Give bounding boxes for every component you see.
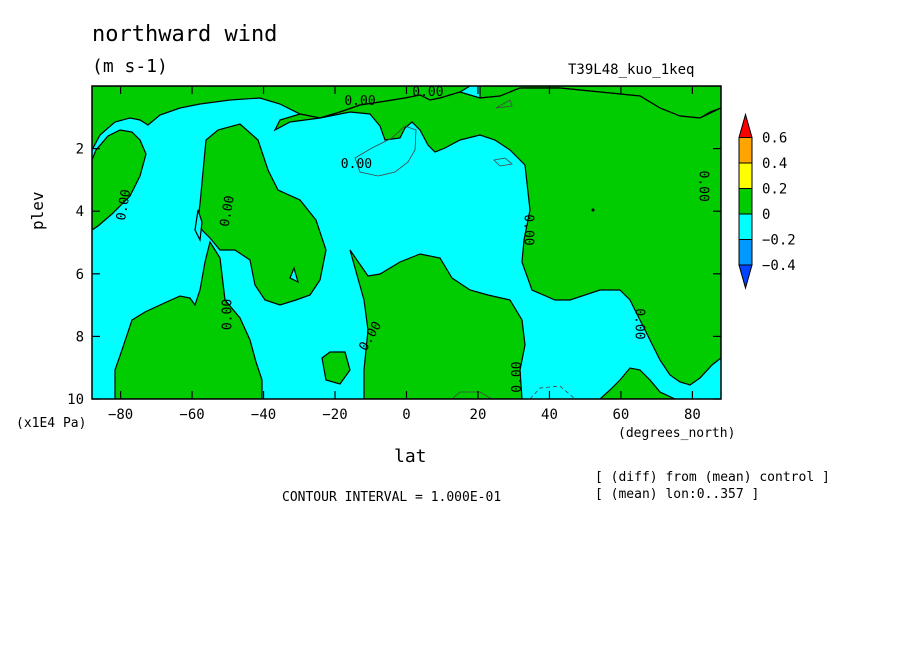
colorbar-box bbox=[738, 239, 753, 266]
y-ticks: 2 4 6 8 10 bbox=[67, 142, 721, 408]
contour-label: 0.00 bbox=[412, 85, 443, 100]
region-negative bbox=[289, 266, 299, 284]
x-ticks: −80 −60 −40 −20 0 20 40 60 80 bbox=[108, 86, 701, 423]
contour-label: 0.00 bbox=[218, 194, 238, 227]
x-tick-label: −80 bbox=[108, 407, 133, 423]
contour-label: 0.00 bbox=[696, 171, 711, 202]
x-tick-label: −60 bbox=[179, 407, 204, 423]
inner-contour bbox=[493, 157, 513, 167]
x-tick-label: −20 bbox=[322, 407, 347, 423]
run-label: T39L48_kuo_1keq bbox=[568, 62, 695, 78]
y-tick-label: 10 bbox=[67, 392, 84, 408]
region-positive bbox=[599, 367, 676, 399]
inner-contour bbox=[529, 385, 576, 399]
y-tick-label: 6 bbox=[76, 267, 84, 283]
region-negative bbox=[194, 209, 203, 243]
colorbar-box bbox=[738, 188, 753, 215]
colorbar-label: 0.6 bbox=[762, 131, 787, 147]
contour-label: 0.00 bbox=[521, 214, 536, 245]
contour-label: 0.00 bbox=[344, 94, 375, 109]
colorbar-box bbox=[738, 137, 753, 164]
inner-contour bbox=[495, 99, 513, 109]
x-axis-units: (degrees_north) bbox=[618, 426, 736, 441]
colorbar-label: 0 bbox=[762, 207, 770, 223]
y-tick-label: 4 bbox=[76, 204, 84, 220]
colorbar-label: −0.4 bbox=[762, 258, 796, 274]
region-positive bbox=[321, 351, 351, 385]
x-tick-label: 0 bbox=[402, 407, 410, 423]
note-diff: [ (diff) from (mean) control ] bbox=[595, 470, 830, 485]
contour-label: 0.00 bbox=[341, 157, 372, 172]
x-tick-label: 60 bbox=[613, 407, 630, 423]
x-axis-label: lat bbox=[394, 446, 427, 467]
inner-contour bbox=[451, 391, 493, 399]
region-positive bbox=[92, 129, 147, 231]
x-tick-label: −40 bbox=[251, 407, 276, 423]
colorbar-label: 0.4 bbox=[762, 156, 787, 172]
colorbar-bottom-triangle bbox=[738, 264, 753, 290]
chart-units: (m s-1) bbox=[92, 56, 168, 77]
contour-label: 0.00 bbox=[631, 308, 646, 339]
contour-labels: 0.00 0.00 0.00 0.00 0.00 0.00 0.00 0.00 0.00 0.00… bbox=[114, 85, 711, 393]
note-mean: [ (mean) lon:0..357 ] bbox=[595, 487, 760, 502]
region-positive bbox=[349, 249, 526, 399]
x-tick-label: 20 bbox=[470, 407, 487, 423]
colorbar-label: −0.2 bbox=[762, 233, 796, 249]
contour-label: 0.00 bbox=[114, 188, 134, 221]
contour-label: 0.00 bbox=[220, 299, 235, 330]
y-axis-units: (x1E4 Pa) bbox=[16, 416, 87, 431]
region-positive bbox=[114, 240, 263, 399]
x-tick-label: 80 bbox=[684, 407, 701, 423]
colorbar-box bbox=[738, 213, 753, 240]
colorbar: 0.6 0.4 0.2 0 −0.2 −0.4 bbox=[738, 112, 796, 290]
contour-label: 0.00 bbox=[510, 361, 525, 392]
region-positive bbox=[273, 87, 721, 386]
y-tick-label: 2 bbox=[76, 142, 84, 158]
colorbar-label: 0.2 bbox=[762, 182, 787, 198]
contour-interval: CONTOUR INTERVAL = 1.000E-01 bbox=[282, 490, 502, 505]
contour-dot bbox=[591, 208, 595, 212]
region-positive bbox=[197, 123, 327, 306]
y-tick-label: 8 bbox=[76, 329, 84, 345]
chart-title: northward wind bbox=[92, 22, 278, 47]
inner-contour bbox=[354, 125, 417, 177]
colorbar-top-triangle bbox=[738, 112, 753, 138]
colorbar-box bbox=[738, 162, 753, 189]
x-tick-label: 40 bbox=[541, 407, 558, 423]
